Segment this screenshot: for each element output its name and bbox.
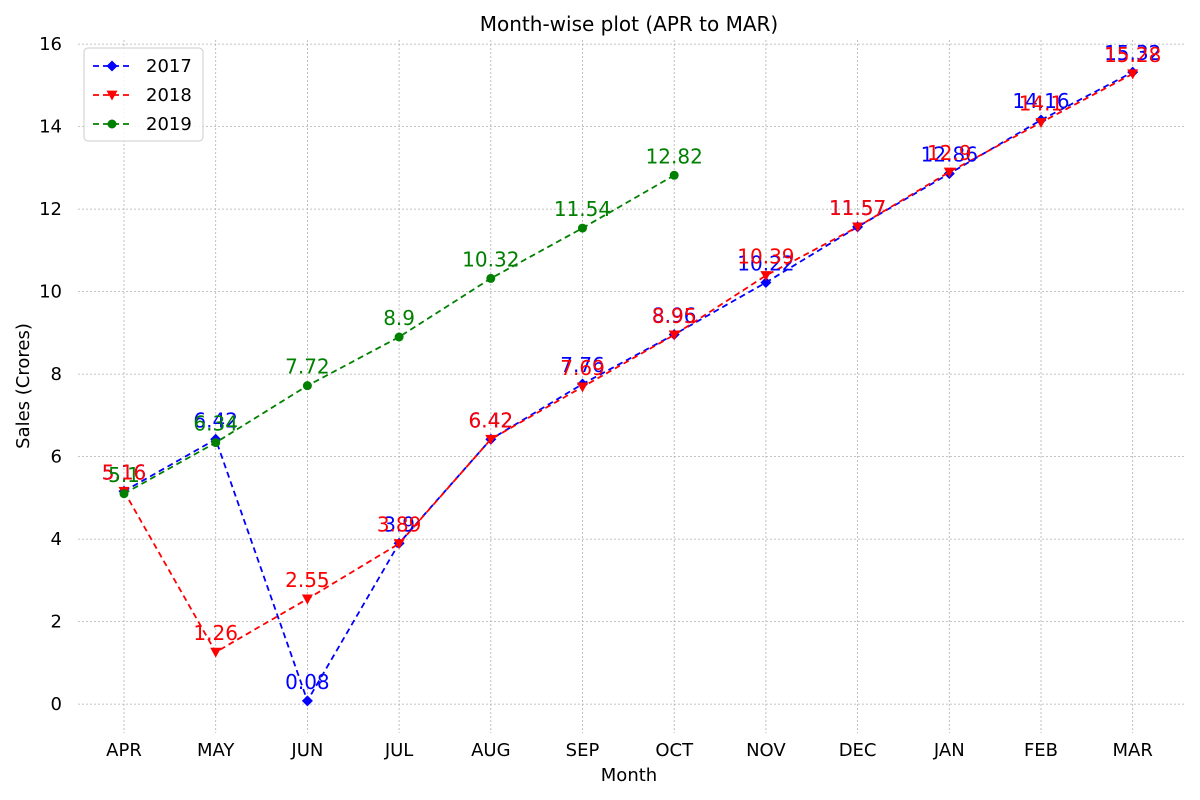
legend-marker	[106, 90, 118, 101]
x-tick-label: MAR	[1113, 740, 1153, 761]
data-label: 6.42	[193, 408, 238, 432]
data-label: 6.42	[469, 408, 514, 432]
data-point	[1035, 118, 1047, 128]
data-label: 3.89	[377, 513, 422, 537]
chart-title: Month-wise plot (APR to MAR)	[480, 12, 778, 36]
data-point	[578, 223, 587, 233]
legend-label: 2018	[146, 85, 192, 106]
data-point	[852, 222, 864, 233]
data-point	[301, 695, 313, 707]
series-2017	[118, 66, 1139, 707]
data-point	[119, 489, 129, 499]
x-tick-label: FEB	[1024, 740, 1058, 761]
data-label: 2.55	[285, 568, 330, 592]
y-axis-title: Sales (Crores)	[13, 323, 34, 449]
series-layer	[118, 66, 1139, 707]
data-label: 11.57	[829, 196, 886, 220]
x-tick-label: AUG	[471, 740, 510, 761]
y-tick-label: 6	[51, 447, 62, 468]
data-label: 7.72	[285, 355, 330, 379]
data-point	[486, 273, 496, 283]
data-label: 5.16	[102, 460, 147, 484]
legend-marker	[106, 60, 118, 72]
y-tick-label: 8	[51, 364, 62, 385]
data-label: 8.96	[652, 304, 697, 328]
x-axis-title: Month	[601, 765, 657, 786]
data-point	[393, 539, 405, 550]
legend-entry-2018: 2018	[93, 85, 192, 106]
data-label: 14.16	[1012, 89, 1069, 113]
y-tick-label: 10	[39, 282, 62, 303]
x-tick-label: OCT	[655, 740, 694, 761]
x-tick-label: NOV	[746, 740, 786, 761]
tick-labels: APR MAY JUN JUL AUG SEP OCT NOV DEC JAN FEB MAR 0 2 4 6…	[39, 34, 1153, 761]
series-2019	[119, 170, 679, 499]
legend-label: 2017	[146, 56, 192, 77]
data-label: 7.76	[560, 353, 605, 377]
legend-label: 2019	[146, 114, 192, 135]
data-label: 15.28	[1104, 43, 1161, 67]
y-tick-label: 12	[39, 199, 62, 220]
series-line	[123, 71, 1134, 703]
data-point	[669, 170, 679, 180]
data-label: 12.86	[921, 143, 978, 167]
legend-entry-2017: 2017	[93, 56, 192, 77]
x-tick-label: SEP	[566, 740, 600, 761]
data-point	[760, 277, 772, 289]
series-2018	[118, 69, 1139, 658]
x-tick-label: JUL	[384, 740, 414, 761]
data-labels: 5.16 6.42 0.08 3.9 6.42 7.76 8.96 10.22 11.57 12.…	[102, 41, 1162, 694]
data-label: 11.54	[554, 197, 611, 221]
y-tick-label: 4	[51, 529, 62, 550]
data-label: 14.1	[1019, 92, 1064, 116]
data-label: 0.08	[285, 670, 330, 694]
legend: 2017 2018 2019	[83, 47, 204, 142]
data-label: 5.16	[102, 460, 147, 484]
data-label: 7.69	[560, 356, 605, 380]
data-point	[1127, 69, 1139, 80]
y-tick-label: 16	[39, 34, 62, 55]
data-point	[211, 438, 221, 448]
legend-entry-2019: 2019	[93, 114, 192, 135]
x-tick-label: DEC	[839, 740, 877, 761]
data-point	[394, 332, 404, 342]
data-label: 12.9	[927, 141, 972, 165]
data-point	[210, 647, 222, 658]
x-tick-label: MAY	[197, 740, 235, 761]
data-label: 10.39	[737, 245, 794, 269]
y-tick-label: 2	[51, 612, 62, 633]
data-label: 6.42	[469, 408, 514, 432]
x-tick-label: APR	[106, 740, 142, 761]
data-label: 12.82	[646, 144, 703, 168]
data-label: 10.22	[737, 252, 794, 276]
data-label: 10.32	[462, 247, 519, 271]
data-label: 6.34	[193, 412, 238, 436]
data-label: 15.32	[1104, 41, 1161, 65]
data-point	[760, 271, 772, 282]
y-tick-label: 0	[51, 694, 62, 715]
legend-marker	[107, 119, 117, 129]
data-point	[943, 167, 955, 178]
legend-box	[83, 47, 204, 142]
data-point	[668, 330, 680, 341]
data-label: 3.9	[383, 512, 415, 536]
data-label: 8.9	[383, 306, 415, 330]
data-label: 5.1	[108, 463, 140, 487]
data-label: 1.26	[193, 621, 238, 645]
data-point	[577, 382, 588, 393]
data-point	[485, 434, 497, 445]
data-point	[302, 381, 312, 391]
x-tick-label: JAN	[933, 740, 965, 761]
y-tick-label: 14	[39, 117, 62, 138]
data-point	[301, 594, 313, 605]
data-label: 11.57	[829, 196, 886, 220]
grid	[78, 40, 1185, 733]
x-tick-label: JUN	[290, 740, 323, 761]
data-label: 8.95	[652, 304, 697, 328]
series-line	[123, 73, 1134, 654]
